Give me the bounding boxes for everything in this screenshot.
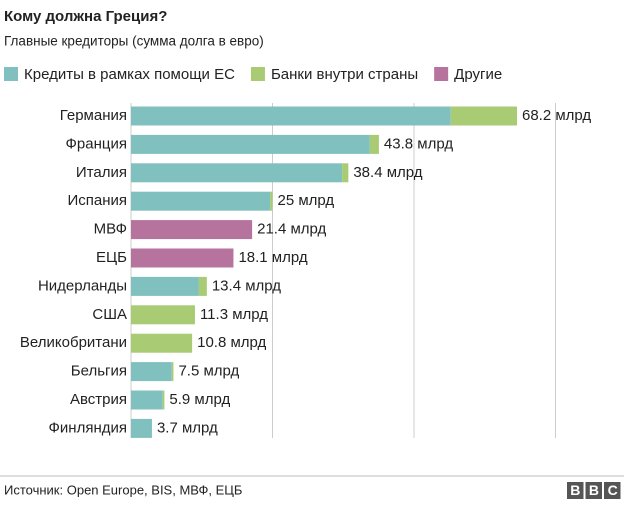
bar-segment [369, 134, 379, 154]
bar-segment [131, 362, 172, 382]
value-label: 11.3 млрд [200, 306, 268, 323]
bar-segment [131, 418, 152, 438]
bar-segment [131, 106, 451, 126]
category-label: ЕЦБ [96, 249, 127, 266]
legend-label: Банки внутри страны [271, 66, 418, 83]
value-label: 38.4 млрд [353, 164, 422, 181]
bar-segment [131, 220, 253, 240]
bar-segment [131, 276, 199, 296]
category-label: Франция [66, 135, 127, 152]
bar-segment [342, 163, 349, 183]
category-label: Австрия [70, 391, 127, 408]
category-label: Финляндия [49, 419, 127, 436]
bar-segment [450, 106, 518, 126]
bar-segment [162, 390, 165, 410]
value-label: 3.7 млрд [157, 419, 218, 436]
category-label: Великобритани [20, 334, 127, 351]
source: Источник: Open Europe, BIS, МВФ, ЕЦБ [4, 482, 242, 497]
value-label: 68.2 млрд [522, 107, 591, 124]
value-label: 10.8 млрд [197, 334, 266, 351]
logo-block [604, 482, 621, 499]
value-label: 21.4 млрд [257, 221, 326, 238]
legend-swatch [250, 67, 265, 81]
bar-segment [131, 305, 195, 325]
category-label: Бельгия [71, 363, 127, 380]
legend-label: Кредиты в рамках помощи ЕС [24, 66, 235, 83]
category-label: МВФ [94, 221, 127, 238]
value-label: 5.9 млрд [169, 391, 230, 408]
bar-segment [131, 134, 370, 154]
logo-block [585, 482, 602, 499]
logo: BBC [567, 482, 624, 499]
bar-segment [131, 333, 193, 353]
value-label: 13.4 млрд [212, 277, 281, 294]
value-label: 43.8 млрд [384, 135, 453, 152]
bar-segment [131, 248, 234, 268]
legend-swatch [434, 67, 449, 81]
category-label: США [92, 306, 127, 323]
chart-subtitle: Главные кредиторы (сумма долга в евро) [4, 34, 264, 49]
category-label: Германия [60, 107, 127, 124]
value-label: 7.5 млрд [178, 363, 239, 380]
value-label: 18.1 млрд [238, 249, 307, 266]
legend-swatch [4, 67, 18, 81]
bar-segment [131, 390, 163, 410]
value-label: 25 млрд [278, 192, 335, 209]
chart-title: Кому должна Греция? [4, 8, 167, 25]
category-label: Нидерланды [38, 277, 127, 294]
bar-segment [131, 163, 343, 183]
category-label: Испания [67, 192, 127, 209]
logo-text: BBC [570, 482, 624, 498]
bar-segment [198, 276, 207, 296]
logo-block [567, 482, 584, 499]
bar-segment [270, 191, 273, 211]
bar-segment [131, 191, 271, 211]
category-label: Италия [76, 164, 127, 181]
legend-label: Другие [454, 66, 502, 83]
bar-segment [171, 362, 174, 382]
